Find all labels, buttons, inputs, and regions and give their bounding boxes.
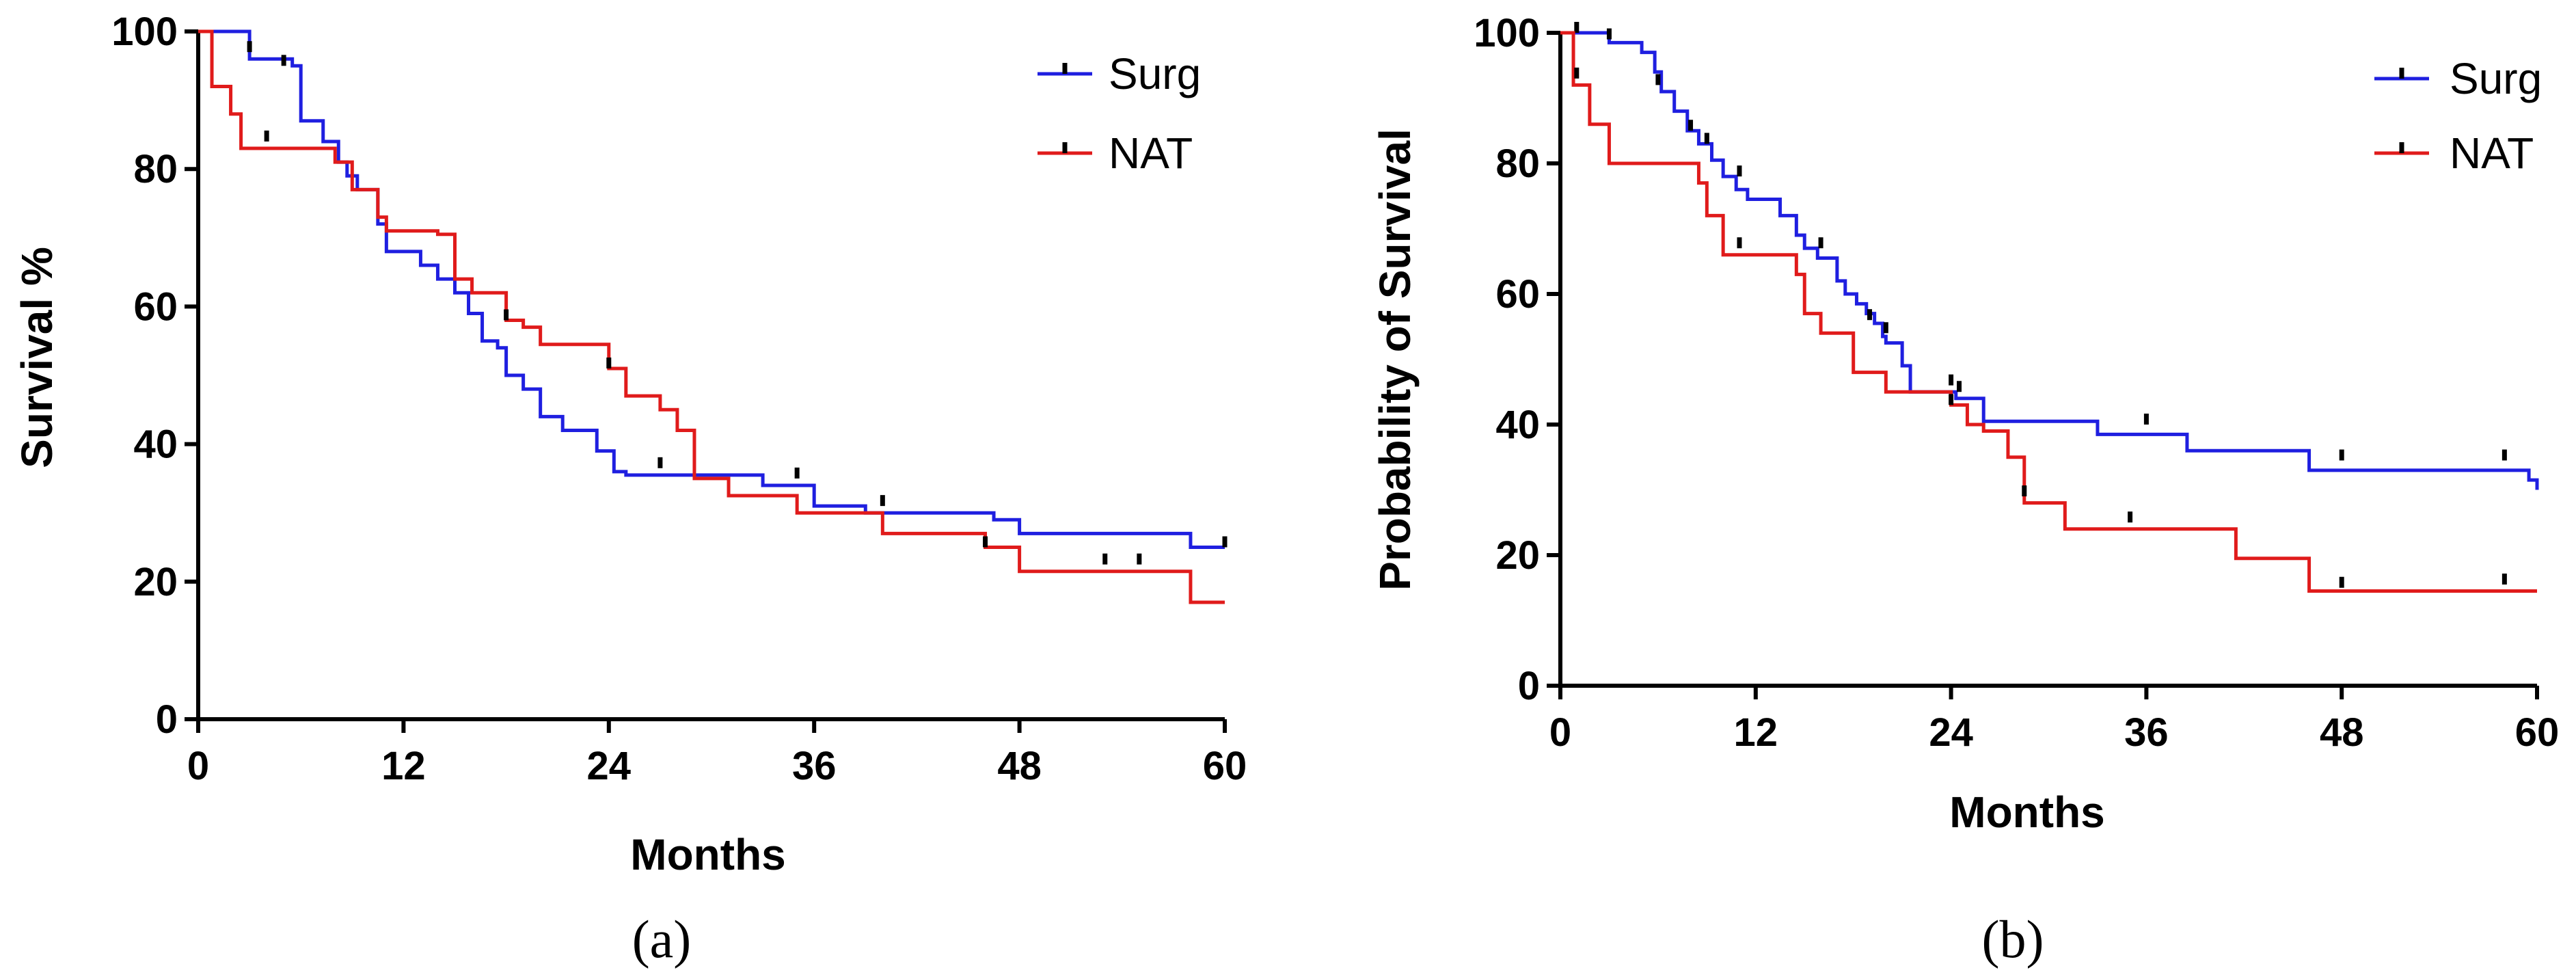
y-tick-label: 100	[1474, 11, 1540, 55]
y-tick-label: 60	[133, 284, 178, 329]
panel-label-a: (a)	[632, 909, 692, 969]
panel-label-b: (b)	[1982, 909, 2044, 969]
survival-line-nat	[198, 29, 1225, 604]
x-tick-label: 36	[2124, 710, 2169, 755]
axis-ticks-b: 0 20 40 60 80 100 0 12 24 36 48 60	[1474, 11, 2559, 755]
y-tick-label: 40	[133, 423, 178, 467]
x-tick-label: 60	[1203, 744, 1247, 788]
x-tick-label: 12	[1734, 710, 1778, 755]
legend-label-nat-a: NAT	[1109, 129, 1193, 178]
x-tick-label: 24	[587, 744, 632, 788]
survival-line-surg	[1560, 31, 2539, 490]
y-tick-label: 0	[156, 697, 178, 742]
y-tick-label: 20	[1495, 533, 1540, 578]
y-tick-label: 0	[1518, 664, 1540, 708]
survival-lines-b	[1560, 22, 2539, 593]
x-tick-label: 48	[2320, 710, 2364, 755]
y-tick-label: 20	[133, 560, 178, 604]
axis-ticks-a: 0 20 40 60 80 100 0 12 24 36 48 60	[111, 10, 1247, 788]
x-tick-label: 24	[1929, 710, 1973, 755]
y-tick-label: 60	[1495, 272, 1540, 317]
legend-a: Surg NAT	[1038, 49, 1201, 178]
x-tick-label: 12	[381, 744, 426, 788]
x-axis-title-b: Months	[1949, 788, 2105, 837]
y-tick-label: 80	[1495, 142, 1540, 186]
x-tick-label: 0	[1549, 710, 1571, 755]
y-axis-title-b: Probability of Survival	[1370, 129, 1420, 591]
legend-label-surg-b: Surg	[2450, 54, 2542, 103]
y-tick-label: 100	[111, 10, 178, 54]
x-tick-label: 48	[997, 744, 1042, 788]
x-tick-label: 60	[2515, 710, 2560, 755]
legend-label-surg-a: Surg	[1109, 49, 1201, 98]
chart-panel-a: Survival % Months (a) 0 20 40 60 80 100 0 12 24 3…	[12, 10, 1247, 969]
survival-lines-a	[198, 29, 1228, 604]
x-tick-label: 36	[792, 744, 837, 788]
y-axis-title-a: Survival %	[12, 247, 62, 468]
legend-b: Surg NAT	[2374, 54, 2542, 178]
legend-label-nat-b: NAT	[2450, 129, 2534, 178]
y-tick-label: 80	[133, 147, 178, 191]
chart-panel-b: Probability of Survival Months (b) 0 20 40…	[1370, 11, 2559, 969]
survival-line-surg	[198, 29, 1225, 549]
y-tick-label: 40	[1495, 403, 1540, 447]
x-tick-label: 0	[187, 744, 209, 788]
x-axis-title-a: Months	[630, 830, 786, 879]
survival-line-nat	[1560, 31, 2537, 593]
